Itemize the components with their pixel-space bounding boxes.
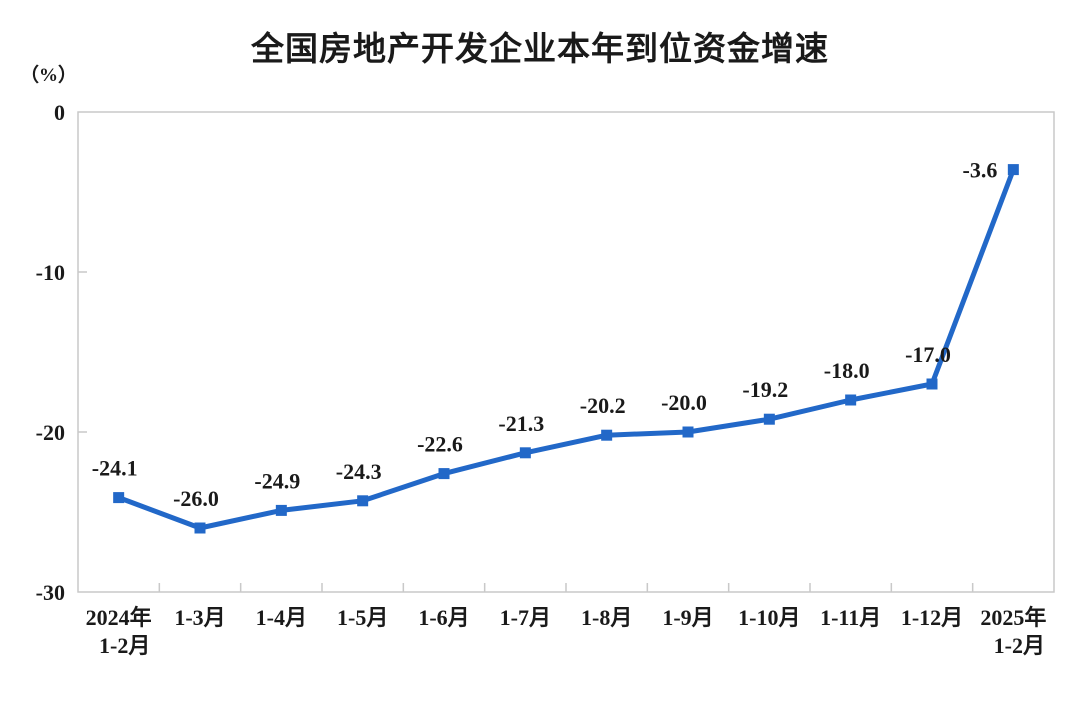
x-axis-category-label: 2025年 1-2月: [980, 605, 1046, 658]
data-point-marker: [519, 447, 531, 459]
y-axis-unit-label: （%）: [20, 65, 78, 86]
data-point-label: -24.1: [92, 456, 138, 481]
x-axis-category-label: 1-4月: [256, 605, 307, 630]
data-line: [116, 167, 1016, 531]
y-axis-tick-label: 0: [54, 100, 65, 125]
data-point-marker: [113, 492, 125, 504]
x-axis-category-label: 1-5月: [337, 605, 388, 630]
data-point-marker: [926, 378, 938, 390]
x-axis-category-label: 1-10月: [738, 605, 800, 630]
data-point-label: -17.0: [905, 342, 951, 367]
data-point-label: -24.9: [254, 468, 300, 493]
y-axis-tick-label: -20: [36, 420, 65, 445]
data-point-marker: [601, 429, 613, 441]
data-point-label: -19.2: [742, 377, 788, 402]
y-axis-tick-label: -10: [36, 260, 65, 285]
data-point-marker: [845, 394, 857, 406]
data-point-marker: [275, 504, 287, 516]
data-point-label: -26.0: [173, 486, 219, 511]
x-axis-category-label: 1-8月: [581, 605, 632, 630]
data-point-marker: [438, 468, 450, 480]
data-point-label: -20.2: [580, 393, 626, 418]
x-axis-category-label: 1-6月: [418, 605, 469, 630]
data-point-label: -20.0: [661, 390, 707, 415]
y-axis-tick-label: -30: [36, 580, 65, 605]
data-point-label: -21.3: [498, 411, 544, 436]
data-point-marker: [682, 426, 694, 438]
data-point-marker: [194, 522, 206, 534]
x-axis-category-label: 1-3月: [174, 605, 225, 630]
data-point-label: -18.0: [824, 358, 870, 383]
x-axis-category-label: 1-12月: [901, 605, 963, 630]
x-axis-category-label: 1-11月: [820, 605, 881, 630]
x-axis-category-label: 1-7月: [500, 605, 551, 630]
data-point-label: -24.3: [336, 459, 382, 484]
chart-title: 全国房地产开发企业本年到位资金增速: [251, 30, 829, 67]
data-point-label: -22.6: [417, 432, 463, 457]
x-axis-category-label: 2024年 1-2月: [86, 605, 152, 658]
data-point-marker: [763, 413, 775, 425]
data-point-marker: [1007, 164, 1019, 176]
x-axis-category-label: 1-9月: [662, 605, 713, 630]
data-point-marker: [357, 495, 369, 507]
data-point-label: -3.6: [963, 158, 998, 183]
